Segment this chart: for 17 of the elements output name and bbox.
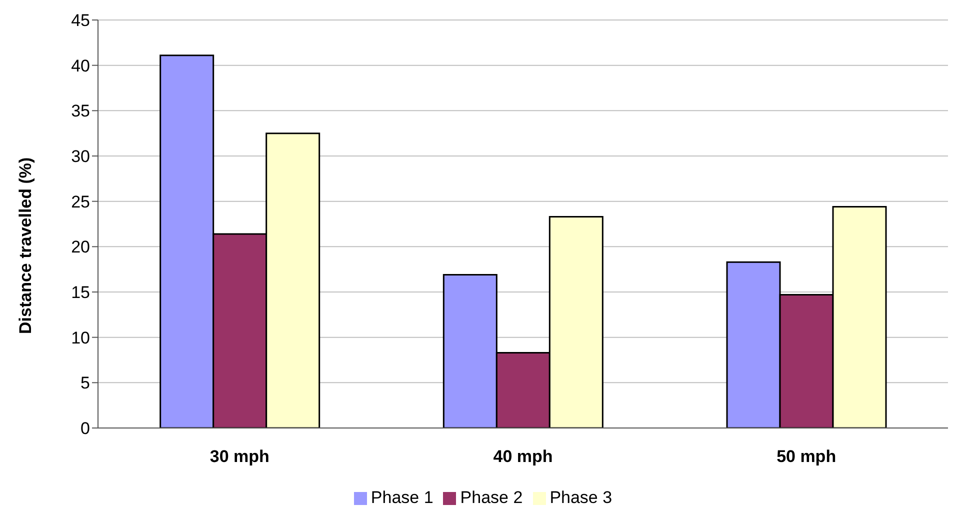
- x-tick-label: 40 mph: [493, 447, 553, 466]
- y-tick-label: 15: [71, 283, 90, 302]
- legend-label: Phase 3: [550, 488, 612, 507]
- y-tick-label: 35: [71, 102, 90, 121]
- legend-label: Phase 1: [370, 488, 434, 507]
- y-axis-title: Distance travelled (%): [16, 157, 36, 334]
- y-tick-label: 30: [71, 147, 90, 166]
- x-tick-label: 30 mph: [210, 447, 270, 466]
- y-tick-label: 5: [80, 374, 90, 393]
- legend-label: Phase 2: [460, 488, 523, 507]
- y-tick-label: 20: [71, 238, 90, 257]
- y-tick-label: 0: [80, 419, 90, 438]
- y-tick-label: 10: [71, 328, 90, 348]
- x-tick-label: 50 mph: [776, 447, 836, 466]
- y-tick-label: 40: [71, 56, 90, 76]
- y-tick-label: 25: [71, 192, 90, 212]
- y-tick-label: 45: [71, 11, 90, 30]
